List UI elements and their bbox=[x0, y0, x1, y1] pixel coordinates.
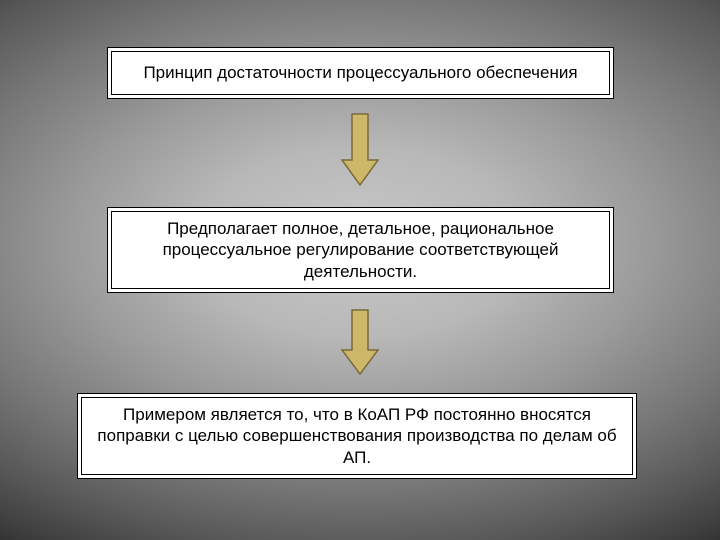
definition-box: Предполагает полное, детальное, рационал… bbox=[107, 207, 614, 293]
title-text: Принцип достаточности процессуального об… bbox=[143, 62, 577, 83]
example-text: Примером является то, что в КоАП РФ пост… bbox=[92, 404, 622, 468]
example-box: Примером является то, что в КоАП РФ пост… bbox=[77, 393, 637, 479]
definition-text: Предполагает полное, детальное, рационал… bbox=[122, 218, 599, 282]
arrow-2 bbox=[340, 308, 380, 376]
arrow-1 bbox=[340, 112, 380, 187]
title-box: Принцип достаточности процессуального об… bbox=[107, 47, 614, 99]
